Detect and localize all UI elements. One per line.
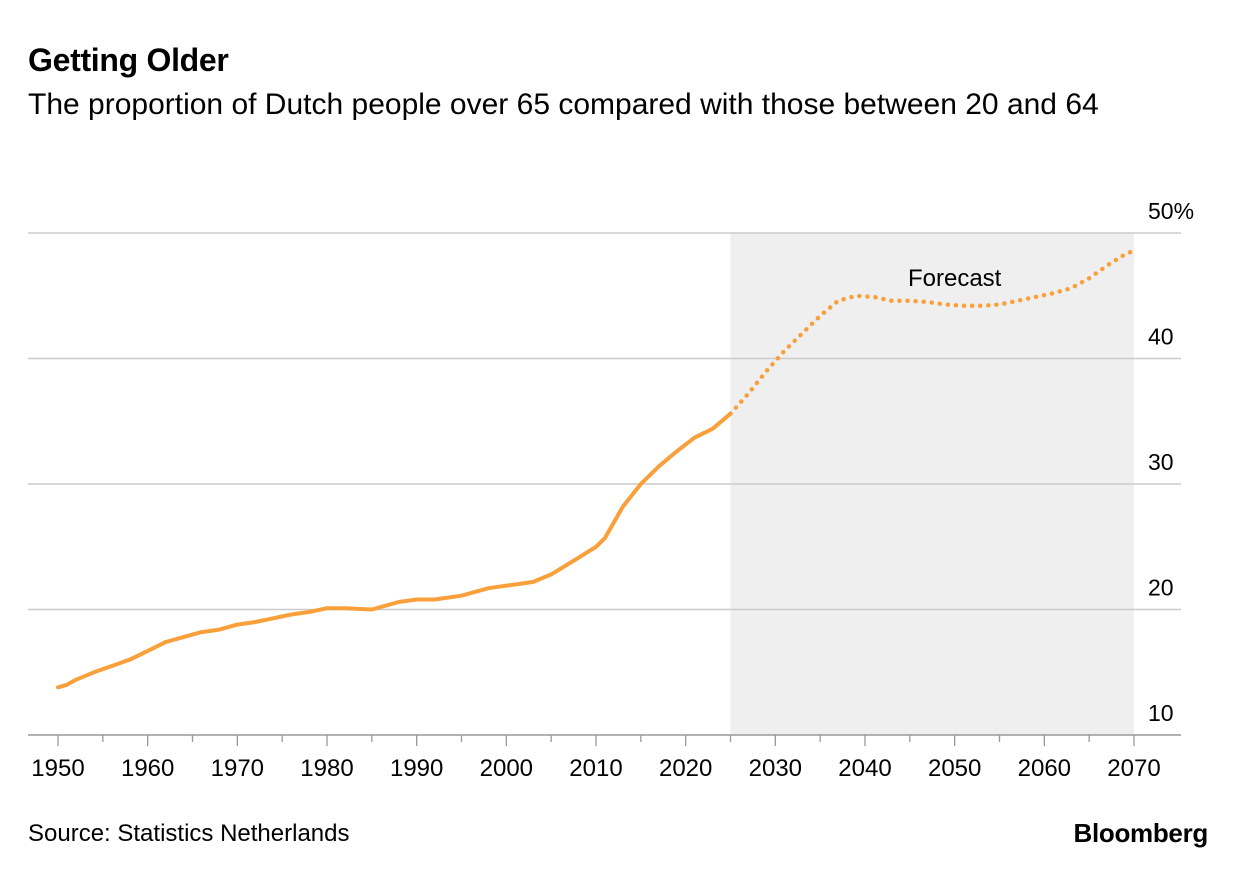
y-tick-label-10: 10 (1148, 700, 1174, 726)
x-tick-label-1980: 1980 (300, 755, 353, 782)
y-tick-label-50: 50% (1148, 198, 1194, 224)
x-tick-label-2050: 2050 (928, 755, 981, 782)
x-tick-label-1990: 1990 (390, 755, 443, 782)
x-tick-label-2060: 2060 (1018, 755, 1071, 782)
bloomberg-logo: Bloomberg (1073, 818, 1208, 848)
chart-subtitle: The proportion of Dutch people over 65 c… (28, 88, 1099, 121)
y-tick-label-30: 30 (1148, 449, 1174, 475)
x-tick-label-2020: 2020 (659, 755, 712, 782)
y-tick-label-40: 40 (1148, 324, 1174, 350)
forecast-line (728, 248, 1137, 416)
x-tick-label-1960: 1960 (121, 755, 174, 782)
chart-title: Getting Older (28, 42, 229, 78)
source-note: Source: Statistics Netherlands (28, 820, 350, 847)
x-tick-label-1970: 1970 (211, 755, 264, 782)
x-tick-label-2070: 2070 (1107, 755, 1160, 782)
x-tick-label-2010: 2010 (569, 755, 622, 782)
y-tick-label-20: 20 (1148, 575, 1174, 601)
x-tick-label-2040: 2040 (838, 755, 891, 782)
x-tick-label-1950: 1950 (31, 755, 84, 782)
x-tick-label-2000: 2000 (480, 755, 533, 782)
x-tick-label-2030: 2030 (749, 755, 802, 782)
actual-line (56, 411, 733, 690)
forecast-annotation: Forecast (908, 265, 1002, 292)
